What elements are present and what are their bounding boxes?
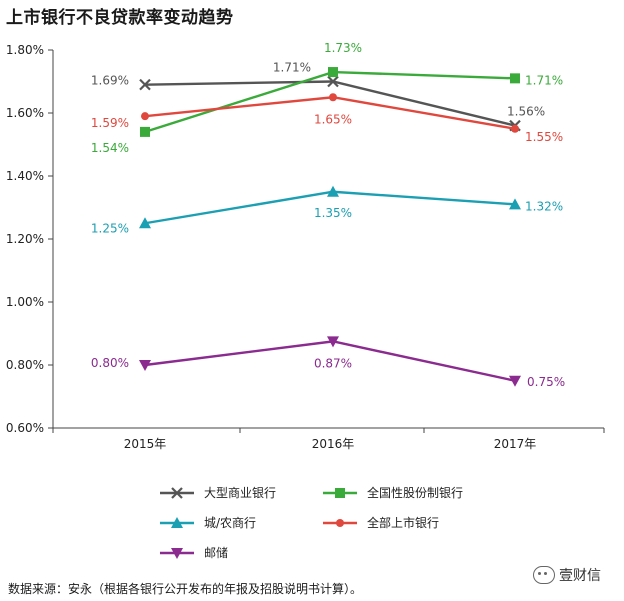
data-point: [509, 198, 521, 210]
legend-marker: [171, 487, 183, 499]
legend-label: 全国性股份制银行: [367, 485, 463, 500]
chart-title: 上市银行不良贷款率变动趋势: [6, 8, 234, 28]
data-label: 1.71%: [273, 61, 311, 75]
data-label: 0.75%: [527, 375, 565, 389]
data-label: 1.54%: [91, 141, 129, 155]
data-point: [510, 73, 520, 84]
data-label: 1.25%: [91, 221, 129, 235]
data-point: [327, 185, 339, 197]
y-tick-label: 1.20%: [6, 232, 44, 246]
data-point: [139, 360, 151, 371]
data-label: 1.65%: [314, 112, 352, 126]
data-label: 1.55%: [525, 130, 563, 144]
data-point: [328, 67, 338, 78]
data-label: 1.69%: [91, 74, 129, 88]
data-point: [329, 93, 337, 102]
legend-label: 邮储: [204, 545, 228, 560]
data-label: 0.87%: [314, 356, 352, 370]
data-label: 1.71%: [525, 73, 563, 87]
data-point: [327, 336, 339, 348]
x-tick-label: 2016年: [312, 437, 355, 451]
line-chart: 0.60% 0.80% 1.00% 1.20% 1.40% 1.60% 1.80% 2015年…: [6, 41, 605, 560]
legend-label: 全部上市银行: [367, 515, 439, 530]
y-tick-label: 0.80%: [6, 358, 44, 372]
data-label: 0.80%: [91, 356, 129, 370]
legend-marker: [171, 548, 183, 559]
y-tick-label: 1.00%: [6, 295, 44, 309]
data-point: [139, 78, 151, 91]
data-point: [511, 124, 519, 133]
y-tick-label: 1.60%: [6, 106, 44, 120]
wechat-icon: [533, 566, 555, 584]
y-tick-label: 1.40%: [6, 169, 44, 183]
data-point: [140, 126, 150, 137]
y-tick-label: 1.80%: [6, 43, 44, 57]
legend-marker: [171, 517, 183, 528]
data-label: 1.73%: [324, 41, 362, 55]
x-tick-label: 2015年: [124, 437, 167, 451]
data-label: 1.56%: [507, 105, 545, 119]
x-tick-label: 2017年: [494, 437, 537, 451]
data-point: [327, 75, 339, 88]
data-label: 1.59%: [91, 116, 129, 130]
legend-label: 大型商业银行: [204, 485, 276, 500]
watermark: 壹财信: [533, 565, 601, 585]
data-point: [509, 375, 521, 387]
source-note: 数据来源：安永（根据各银行公开发布的年报及招股说明书计算）。: [8, 582, 363, 596]
watermark-text: 壹财信: [559, 568, 601, 584]
data-point: [141, 112, 149, 121]
y-tick-label: 0.60%: [6, 421, 44, 435]
data-label: 1.32%: [525, 199, 563, 213]
legend-marker: [335, 488, 345, 498]
legend-label: 城/农商行: [204, 515, 256, 530]
data-point: [139, 217, 151, 229]
legend-marker: [336, 519, 344, 527]
data-label: 1.35%: [314, 206, 352, 220]
